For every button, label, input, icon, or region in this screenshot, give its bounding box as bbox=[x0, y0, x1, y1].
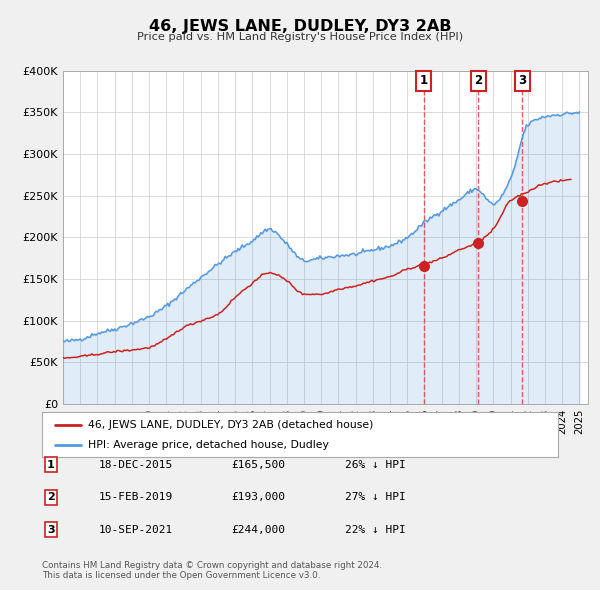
Text: £244,000: £244,000 bbox=[231, 525, 285, 535]
Text: Contains HM Land Registry data © Crown copyright and database right 2024.
This d: Contains HM Land Registry data © Crown c… bbox=[42, 560, 382, 580]
Text: 2: 2 bbox=[47, 493, 55, 502]
Text: 26% ↓ HPI: 26% ↓ HPI bbox=[345, 460, 406, 470]
Text: HPI: Average price, detached house, Dudley: HPI: Average price, detached house, Dudl… bbox=[88, 440, 329, 450]
Text: 1: 1 bbox=[47, 460, 55, 470]
Text: 46, JEWS LANE, DUDLEY, DY3 2AB (detached house): 46, JEWS LANE, DUDLEY, DY3 2AB (detached… bbox=[88, 419, 374, 430]
Text: 18-DEC-2015: 18-DEC-2015 bbox=[99, 460, 173, 470]
Text: 3: 3 bbox=[47, 525, 55, 535]
Text: 3: 3 bbox=[518, 74, 526, 87]
Text: 15-FEB-2019: 15-FEB-2019 bbox=[99, 493, 173, 502]
Text: Price paid vs. HM Land Registry's House Price Index (HPI): Price paid vs. HM Land Registry's House … bbox=[137, 32, 463, 42]
Text: 1: 1 bbox=[420, 74, 428, 87]
Text: 10-SEP-2021: 10-SEP-2021 bbox=[99, 525, 173, 535]
Text: 46, JEWS LANE, DUDLEY, DY3 2AB: 46, JEWS LANE, DUDLEY, DY3 2AB bbox=[149, 19, 451, 34]
Text: £193,000: £193,000 bbox=[231, 493, 285, 502]
Text: 27% ↓ HPI: 27% ↓ HPI bbox=[345, 493, 406, 502]
Text: 22% ↓ HPI: 22% ↓ HPI bbox=[345, 525, 406, 535]
Text: £165,500: £165,500 bbox=[231, 460, 285, 470]
Text: 2: 2 bbox=[474, 74, 482, 87]
